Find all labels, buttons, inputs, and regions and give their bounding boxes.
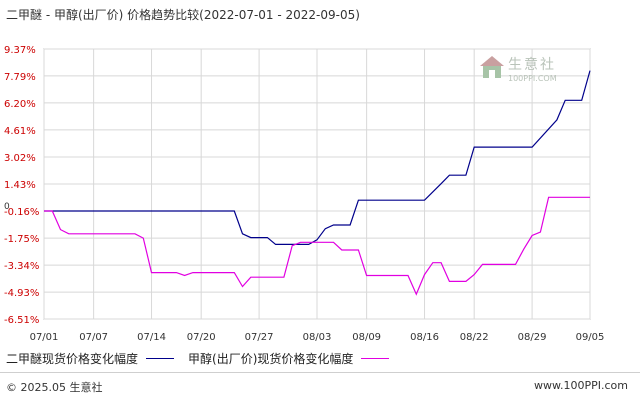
series-line-dme — [44, 70, 591, 245]
axis-tick-labels: 9.37% 7.79% 6.20% 4.61% 3.02% 1.43% -0.16% -1.7… — [4, 45, 604, 343]
x-tick-label: 08/16 — [410, 332, 439, 343]
x-tick-label: 07/07 — [79, 332, 108, 343]
x-tick-label: 08/09 — [352, 332, 381, 343]
y-tick-label: 6.20% — [4, 99, 36, 110]
series-line-methanol — [44, 196, 590, 296]
y-tick-label: -0.16% — [4, 207, 39, 218]
legend-swatch-dme — [146, 358, 175, 359]
legend-label-methanol: 甲醇(出厂价)现货价格变化幅度 — [188, 352, 354, 366]
x-tick-label: 08/29 — [518, 332, 547, 343]
legend-swatch-methanol — [361, 358, 390, 359]
y-tick-label: -1.75% — [4, 234, 39, 245]
watermark-site: 100PPI.COM — [508, 74, 557, 83]
y-tick-label: 4.61% — [4, 126, 36, 137]
x-tick-label: 07/01 — [30, 332, 59, 343]
chart-title: 二甲醚 - 甲醇(出厂价) 价格趋势比较(2022-07-01 - 2022-0… — [6, 8, 360, 22]
zero-label: 0 — [4, 202, 10, 212]
y-tick-label: 9.37% — [4, 45, 36, 56]
x-tick-label: 07/20 — [187, 332, 216, 343]
y-tick-label: -6.51% — [4, 315, 39, 326]
x-tick-label: 08/03 — [303, 332, 332, 343]
legend: 二甲醚现货价格变化幅度 甲醇(出厂价)现货价格变化幅度 — [6, 350, 403, 367]
y-tick-label: 7.79% — [4, 72, 36, 83]
footer: © 2025.05 生意社 www.100PPI.com — [0, 372, 640, 401]
y-tick-label: -3.34% — [4, 261, 39, 272]
site-link[interactable]: www.100PPI.com — [534, 379, 628, 392]
y-tick-label: 3.02% — [4, 153, 36, 164]
watermark-name: 生意社 — [508, 57, 556, 73]
legend-label-dme: 二甲醚现货价格变化幅度 — [6, 352, 139, 366]
y-tick-label: -4.93% — [4, 288, 39, 299]
copyright-text: © 2025.05 生意社 — [6, 381, 103, 394]
house-logo-icon — [480, 56, 504, 78]
x-tick-label: 07/27 — [245, 332, 274, 343]
y-tick-label: 1.43% — [4, 180, 36, 191]
x-tick-label: 07/14 — [137, 332, 166, 343]
series-lines — [44, 70, 591, 296]
watermark: 生意社 100PPI.COM — [478, 52, 578, 92]
x-tick-label: 08/22 — [460, 332, 489, 343]
x-tick-label: 09/05 — [576, 332, 605, 343]
